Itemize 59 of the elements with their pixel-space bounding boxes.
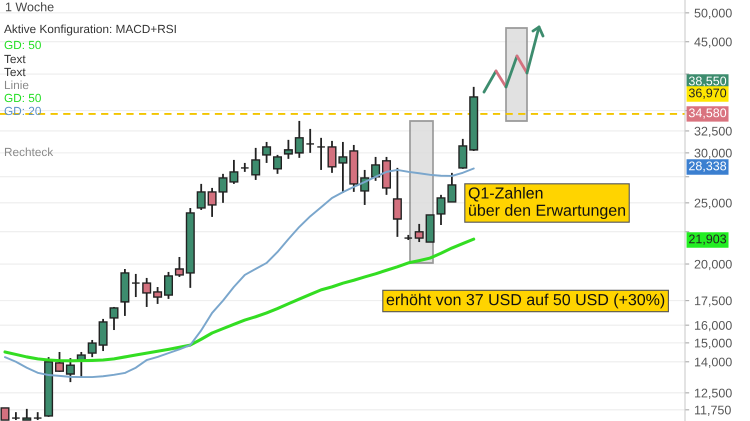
candlestick	[371, 156, 380, 182]
y-tick-label: 15,000	[694, 338, 732, 349]
candlestick	[153, 286, 162, 305]
text: 28,338	[689, 162, 726, 172]
candlestick	[338, 141, 348, 194]
candlestick	[164, 271, 174, 300]
text: 36,970	[688, 88, 726, 99]
candlestick	[196, 182, 206, 211]
candlestick	[284, 138, 293, 160]
annotation: Rechteck	[4, 148, 54, 156]
candlestick	[22, 408, 32, 421]
y-tick-label: 45,000	[694, 38, 732, 48]
y-tick-label: 16,000	[694, 320, 732, 332]
annotation: Text	[4, 68, 26, 76]
annotation: Linie	[4, 80, 28, 90]
annotation: Q1-Zahlen über den Erwartungen	[468, 186, 626, 220]
y-tick-label: 12,500	[694, 388, 732, 399]
candlestick	[392, 166, 402, 238]
candlestick	[327, 140, 337, 174]
y-tick-label: 11,750	[694, 406, 731, 416]
annotation: GD: 20	[4, 106, 41, 116]
chart-title: 1 Woche	[6, 2, 54, 12]
annotation: Text	[4, 54, 26, 64]
annotation: Aktive Konfiguration: MACD+RSI	[4, 24, 176, 36]
y-tick-label: 32,500	[694, 126, 732, 138]
candlestick	[251, 146, 260, 181]
candlestick	[174, 256, 184, 278]
candlestick	[0, 407, 10, 421]
candlestick	[316, 136, 326, 171]
candlestick	[88, 339, 97, 358]
candlestick	[11, 411, 20, 421]
y-tick-label: 30,000	[694, 148, 732, 160]
text: 38,550	[688, 76, 726, 87]
candlestick	[66, 357, 75, 384]
candlestick	[294, 120, 304, 159]
y-tick-label: 50,000	[694, 8, 732, 19]
candlestick	[98, 318, 108, 352]
candlestick	[208, 187, 217, 218]
candlestick	[306, 128, 315, 154]
annotation: erhöht von 37 USD auf 50 USD (+30%)	[386, 294, 664, 308]
candlestick	[142, 277, 152, 308]
candlestick	[54, 351, 64, 373]
y-tick-label: 14,000	[694, 358, 732, 368]
ref-line-label: 34,580	[688, 108, 726, 119]
candlestick	[131, 273, 140, 298]
candlestick	[272, 154, 282, 175]
y-tick-label: 25,000	[694, 198, 732, 209]
y-tick-label: 17,500	[694, 296, 732, 307]
candlestick	[414, 223, 424, 243]
candlestick	[109, 306, 119, 331]
candlestick	[447, 172, 456, 203]
candlestick	[262, 141, 272, 164]
candlestick	[229, 159, 238, 185]
candlestick	[218, 172, 228, 204]
candlestick	[436, 194, 446, 226]
y-tick-label: 20,000	[694, 260, 732, 270]
annotation: GD: 50	[4, 94, 41, 102]
annotation: GD: 50	[4, 40, 41, 50]
text: 21,903	[689, 234, 726, 245]
